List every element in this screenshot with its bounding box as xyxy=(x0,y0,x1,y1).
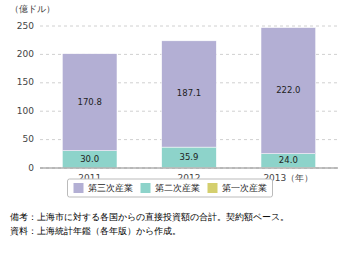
grid-line xyxy=(40,26,338,27)
y-tick-label: 0 xyxy=(28,163,34,173)
data-label: 30.0 xyxy=(80,154,99,164)
data-labels: 30.0 35.9 24.0 170.8 187.1 222.0 xyxy=(77,85,300,165)
y-tick-label: 250 xyxy=(17,21,34,31)
bar-segment xyxy=(62,54,117,151)
bar-segment xyxy=(62,151,117,168)
grid-line xyxy=(40,168,338,169)
data-label: 170.8 xyxy=(77,97,101,107)
y-tick-label: 50 xyxy=(23,134,35,144)
chart-svg: 0 50 100 150 200 250 （億ドル） 30.0 35.9 24.0 170.8 187… xyxy=(0,0,348,266)
data-label: 24.0 xyxy=(279,155,298,165)
chart-container: 0 50 100 150 200 250 （億ドル） 30.0 35.9 24.0 170.8 187… xyxy=(0,0,348,266)
data-label: 222.0 xyxy=(276,85,300,95)
legend-swatch xyxy=(141,183,151,193)
data-label: 35.9 xyxy=(180,152,199,162)
grid xyxy=(40,26,338,168)
legend-label: 第三次産業 xyxy=(88,183,133,193)
bar-segment xyxy=(261,28,316,154)
note: 備考：上海市に対する各国からの直接投資額の合計。契約額ベース。 xyxy=(10,212,289,222)
bar-segment xyxy=(162,41,217,147)
bar-segment xyxy=(162,147,217,167)
legend-box xyxy=(68,179,273,197)
y-tick-label: 200 xyxy=(17,49,34,59)
x-axis-line xyxy=(40,168,338,169)
y-axis-label: （億ドル） xyxy=(10,4,55,14)
legend-swatch xyxy=(208,183,218,193)
data-label: 187.1 xyxy=(177,88,201,98)
y-tick-label: 150 xyxy=(17,77,34,87)
legend: 第三次産業 第二次産業 第一次産業 xyxy=(68,179,273,197)
bar-segment xyxy=(261,154,316,168)
y-tick-label: 100 xyxy=(17,106,34,116)
legend-swatch xyxy=(74,183,84,193)
bars xyxy=(62,28,315,168)
legend-label: 第二次産業 xyxy=(155,183,200,193)
legend-label: 第一次産業 xyxy=(222,183,267,193)
note: 資料：上海統計年鑑（各年版）から作成。 xyxy=(10,226,181,236)
